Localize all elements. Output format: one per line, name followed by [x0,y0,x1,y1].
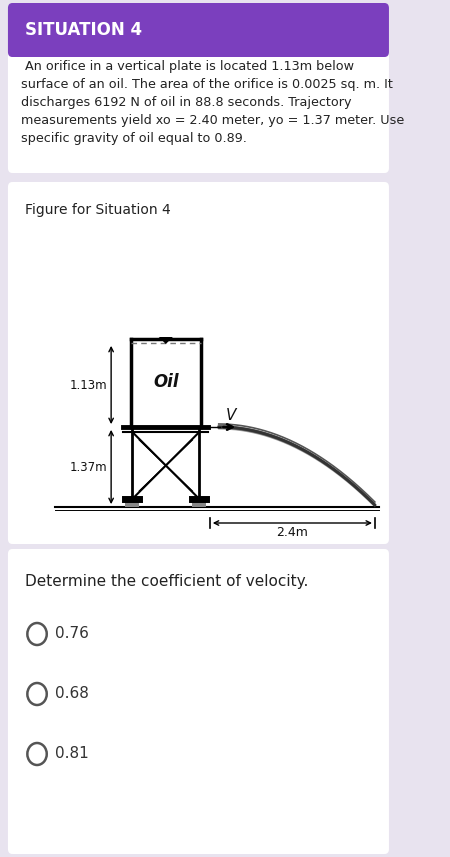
Text: V: V [226,407,236,423]
Text: Figure for Situation 4: Figure for Situation 4 [25,203,171,217]
Text: Determine the coefficient of velocity.: Determine the coefficient of velocity. [25,574,308,589]
Text: Oil: Oil [153,373,179,391]
Bar [12,32,385,52]
FancyBboxPatch shape [8,182,389,544]
Text: SITUATION 4: SITUATION 4 [25,21,142,39]
Bar [192,499,207,507]
FancyBboxPatch shape [8,3,389,173]
FancyBboxPatch shape [8,3,389,57]
FancyBboxPatch shape [8,549,389,854]
Text: 0.76: 0.76 [55,626,89,642]
Bar [125,499,140,507]
Text: 1.13m: 1.13m [70,379,108,392]
Text: 0.68: 0.68 [55,686,89,702]
Text: 0.81: 0.81 [55,746,89,762]
Text: 2.4m: 2.4m [276,526,308,539]
Polygon shape [159,337,173,344]
Text: An orifice in a vertical plate is located 1.13m below
surface of an oil. The are: An orifice in a vertical plate is locate… [21,60,405,145]
Text: 1.37m: 1.37m [70,460,108,474]
